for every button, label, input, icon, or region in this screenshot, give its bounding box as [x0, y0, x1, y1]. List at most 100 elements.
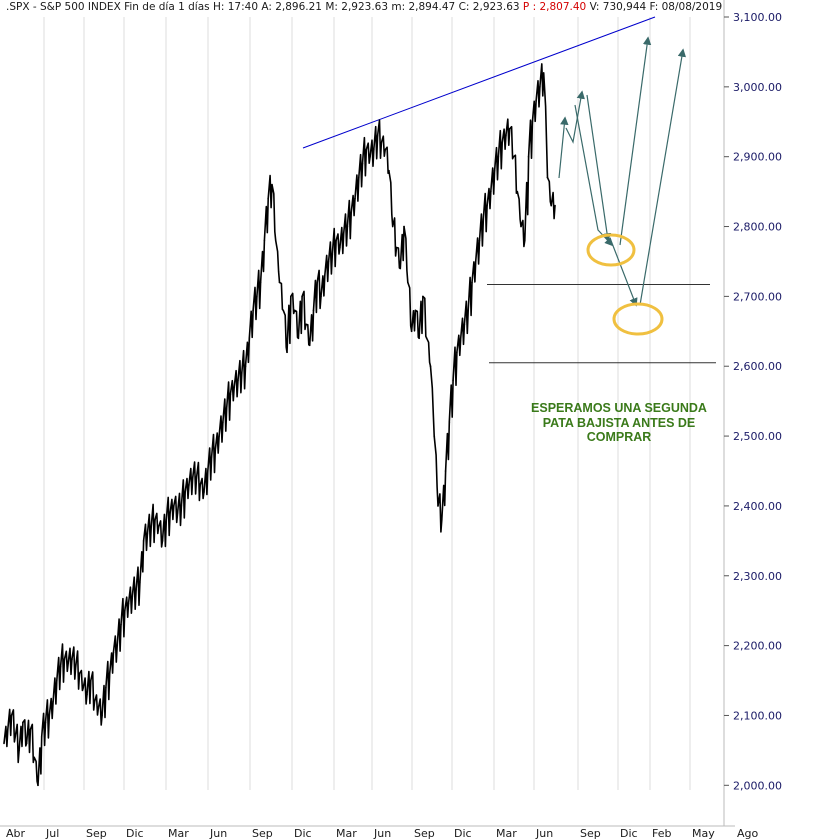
vertical-gridlines: [43, 17, 691, 790]
price-point: [18, 749, 20, 752]
price-point: [433, 435, 436, 437]
x-axis: Abr Jul Sep Dic Mar Jun Sep Dic Mar Jun Sep Dic Mar J…: [0, 825, 759, 840]
price-point: [97, 707, 100, 710]
highlight-circle-1: [586, 233, 636, 267]
price-point: [391, 225, 394, 228]
price-point: [422, 295, 424, 298]
x-tick-label: Jun: [373, 827, 391, 840]
price-point: [199, 484, 202, 486]
price-point: [414, 309, 417, 312]
price-point: [444, 470, 447, 472]
price-point: [493, 169, 496, 172]
price-point: [105, 686, 107, 689]
y-tick-label: 2,500.00: [733, 430, 782, 443]
price-point: [184, 491, 186, 493]
price-point: [542, 72, 545, 74]
price-point: [142, 540, 145, 542]
price-point: [282, 309, 285, 312]
price-point: [37, 784, 39, 787]
highlight-circle-2: [612, 302, 664, 336]
price-point: [531, 120, 534, 123]
y-tick-label: 2,300.00: [733, 570, 782, 583]
price-point: [101, 714, 103, 717]
price-point: [278, 281, 281, 284]
price-point: [482, 218, 485, 221]
y-tick-label: 2,400.00: [733, 500, 782, 513]
projection-arrow: [574, 104, 614, 247]
price-point: [244, 365, 247, 368]
price-point: [516, 190, 519, 193]
price-point: [252, 309, 254, 312]
projection-arrow: [609, 237, 638, 307]
price-point: [33, 756, 35, 759]
price-point: [535, 100, 537, 102]
x-tick-label: Mar: [168, 827, 189, 840]
header-min: m: 2,894.47: [391, 1, 456, 13]
price-point: [448, 421, 451, 423]
price-point: [524, 239, 526, 242]
price-point: [40, 735, 43, 738]
price-point: [354, 197, 356, 200]
price-point: [203, 491, 205, 493]
price-point: [527, 155, 530, 158]
price-point: [486, 204, 488, 207]
price-point: [74, 665, 77, 668]
price-point: [342, 232, 345, 235]
y-tick-label: 2,900.00: [733, 151, 782, 164]
price-point: [161, 540, 164, 542]
price-point: [554, 204, 556, 207]
price-point: [452, 379, 454, 381]
price-point: [407, 281, 409, 284]
price-point: [82, 686, 85, 689]
price-point: [90, 679, 92, 682]
price-point: [222, 421, 224, 423]
price-point: [225, 407, 228, 409]
price-point: [520, 225, 522, 228]
price-point: [440, 519, 443, 521]
price-point: [437, 505, 439, 507]
price-point: [10, 714, 13, 717]
price-point: [267, 197, 269, 200]
projection-arrow: [586, 94, 612, 242]
price-point: [78, 672, 81, 675]
price-point: [297, 337, 300, 340]
price-point: [463, 323, 466, 326]
price-point: [320, 295, 322, 298]
price-point: [339, 246, 341, 249]
price-point: [471, 281, 473, 284]
annotation-line: COMPRAR: [587, 430, 652, 444]
price-point: [218, 435, 220, 437]
price-point: [48, 714, 51, 717]
price-point: [233, 386, 236, 388]
price-series: [3, 63, 556, 787]
price-point: [176, 512, 179, 514]
price-point: [301, 295, 303, 298]
header-max: M: 2,923.63: [325, 1, 389, 13]
price-point: [550, 204, 553, 207]
x-tick-label: May: [692, 827, 715, 840]
price-point: [116, 644, 119, 647]
price-point: [86, 693, 88, 696]
projection-arrow: [639, 48, 687, 306]
price-point: [456, 351, 458, 354]
price-point: [316, 281, 319, 284]
price-point: [508, 127, 511, 130]
y-tick-label: 2,600.00: [733, 360, 782, 373]
price-point: [169, 512, 171, 514]
price-point: [206, 470, 209, 472]
price-point: [263, 239, 266, 242]
price-point: [146, 533, 149, 535]
x-tick-label: Dic: [294, 827, 312, 840]
price-point: [410, 330, 413, 333]
x-tick-label: Sep: [580, 827, 601, 840]
header-date: F: 08/08/2019: [649, 1, 723, 13]
price-point: [123, 609, 126, 612]
price-point: [350, 211, 353, 214]
y-tick-label: 2,700.00: [733, 290, 782, 303]
price-point: [539, 86, 541, 88]
price-point: [395, 246, 398, 249]
price-point: [478, 239, 481, 242]
price-point: [139, 581, 141, 584]
y-tick-label: 3,000.00: [733, 81, 782, 94]
